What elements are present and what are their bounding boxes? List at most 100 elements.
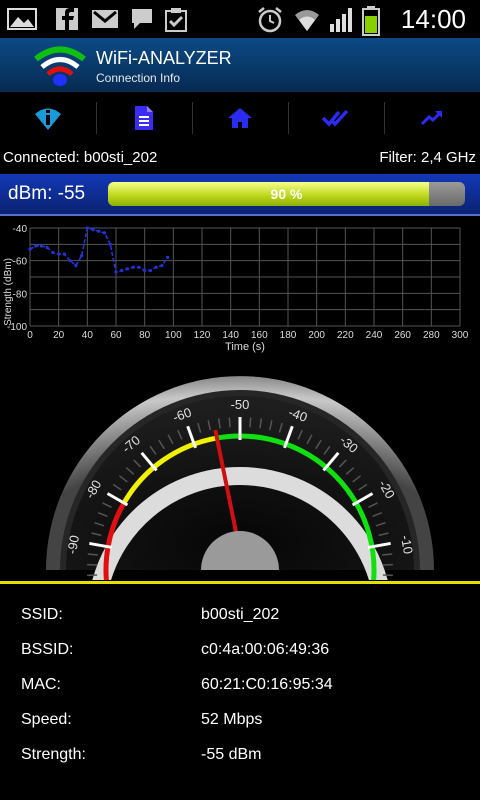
info-row-bssid: BSSID: c0:4a:00:06:49:36 bbox=[0, 641, 480, 671]
gauge-minor-tick bbox=[177, 429, 183, 440]
data-point bbox=[68, 259, 72, 263]
divider bbox=[0, 581, 480, 584]
gauge-minor-tick bbox=[87, 553, 98, 556]
x-tick-label: 220 bbox=[337, 330, 354, 341]
app-bar: WiFi-ANALYZER Connection Info bbox=[0, 38, 480, 92]
data-point bbox=[102, 231, 107, 235]
gauge-minor-tick bbox=[149, 445, 157, 455]
data-point bbox=[57, 252, 61, 256]
document-icon bbox=[135, 106, 153, 130]
x-tick-label: 100 bbox=[165, 330, 182, 341]
data-point bbox=[91, 228, 95, 232]
tab-home[interactable] bbox=[192, 92, 288, 144]
gauge-major-tick bbox=[106, 492, 129, 507]
home-icon bbox=[228, 108, 252, 128]
signal-progress: 90 % bbox=[108, 182, 465, 206]
x-tick-label: 40 bbox=[82, 330, 94, 341]
y-tick-label: -80 bbox=[13, 289, 28, 300]
gauge-major-tick bbox=[367, 541, 391, 549]
info-value: -55 dBm bbox=[201, 746, 262, 763]
tab-trend[interactable] bbox=[384, 92, 480, 144]
gauge-minor-tick bbox=[118, 475, 128, 483]
x-axis-label: Time (s) bbox=[225, 341, 265, 353]
info-key: MAC: bbox=[21, 676, 61, 693]
signal-progress-fill bbox=[108, 182, 430, 206]
clock: 14:00 bbox=[400, 4, 466, 34]
battery-icon bbox=[362, 6, 380, 36]
gauge-minor-tick bbox=[249, 417, 252, 428]
wifi-info-icon bbox=[35, 108, 61, 130]
x-tick-label: 260 bbox=[394, 330, 411, 341]
info-row-speed: Speed: 52 Mbps bbox=[0, 711, 480, 741]
gauge-minor-tick bbox=[358, 483, 368, 491]
gauge-minor-tick bbox=[375, 522, 386, 527]
gmail-icon bbox=[92, 10, 118, 28]
gauge-major-tick bbox=[322, 451, 340, 472]
tab-double-check[interactable] bbox=[288, 92, 384, 144]
y-axis-label: Strength (dBm) bbox=[3, 258, 14, 326]
gauge-minor-tick bbox=[97, 511, 108, 518]
data-point bbox=[143, 268, 147, 273]
data-point bbox=[148, 268, 152, 273]
gauge-minor-tick bbox=[228, 417, 231, 428]
app-title: WiFi-ANALYZER bbox=[96, 48, 232, 68]
gauge-minor-tick bbox=[297, 429, 303, 440]
info-value: c0:4a:00:06:49:36 bbox=[201, 641, 330, 658]
x-tick-label: 280 bbox=[423, 330, 440, 341]
signal-bar: dBm: -55 90 % bbox=[0, 174, 480, 216]
info-row-strength: Strength: -55 dBm bbox=[0, 746, 480, 776]
tab-wifi-info[interactable] bbox=[0, 92, 96, 144]
signal-percent: 90 % bbox=[270, 186, 303, 202]
x-tick-label: 60 bbox=[110, 330, 122, 341]
gauge-major-tick bbox=[351, 492, 374, 507]
filter-label[interactable]: Filter: 2,4 GHz bbox=[379, 149, 476, 166]
data-point bbox=[39, 244, 44, 248]
info-row-mac: MAC: 60:21:C0:16:95:34 bbox=[0, 676, 480, 706]
data-point bbox=[34, 244, 38, 248]
data-point bbox=[85, 226, 89, 230]
signal-icon bbox=[330, 8, 352, 32]
gauge-tick-label: -50 bbox=[231, 397, 250, 412]
x-tick-label: 240 bbox=[366, 330, 383, 341]
gauge-minor-tick bbox=[306, 434, 313, 445]
gauge-minor-tick bbox=[338, 459, 347, 468]
data-point bbox=[51, 250, 55, 255]
alarm-icon bbox=[258, 7, 282, 33]
gauge-minor-tick bbox=[217, 418, 221, 429]
gauge-minor-tick bbox=[345, 467, 355, 475]
toolbar bbox=[0, 92, 480, 144]
gauge-minor-tick bbox=[382, 553, 393, 556]
data-point bbox=[120, 268, 124, 273]
x-tick-label: 180 bbox=[280, 330, 297, 341]
wifi-icon bbox=[295, 10, 319, 31]
x-tick-label: 300 bbox=[452, 330, 469, 341]
gauge-major-tick bbox=[186, 425, 197, 449]
signal-gauge: -100-90-80-70-60-50-40-30-20-100 bbox=[46, 376, 434, 580]
gauge-minor-tick bbox=[372, 511, 383, 518]
gauge-minor-tick bbox=[94, 522, 105, 527]
gauge-minor-tick bbox=[323, 445, 331, 455]
x-tick-label: 20 bbox=[53, 330, 65, 341]
x-tick-label: 0 bbox=[27, 330, 33, 341]
x-tick-label: 200 bbox=[308, 330, 325, 341]
y-tick-label: -40 bbox=[13, 224, 28, 235]
gauge-minor-tick bbox=[197, 422, 202, 433]
data-point bbox=[160, 263, 164, 268]
status-bar: 14:00 bbox=[0, 0, 480, 38]
tab-document[interactable] bbox=[96, 92, 192, 144]
gauge-minor-tick bbox=[368, 502, 378, 508]
gauge-tick-label: -60 bbox=[171, 404, 194, 425]
info-value: 52 Mbps bbox=[201, 711, 263, 728]
gauge-minor-tick bbox=[102, 502, 112, 508]
gauge-tick-label: -90 bbox=[64, 534, 82, 555]
y-tick-label: -60 bbox=[13, 257, 28, 268]
data-point bbox=[62, 252, 66, 256]
gauge-zone bbox=[121, 435, 218, 505]
gauge-minor-tick bbox=[259, 418, 263, 429]
gauge-minor-tick bbox=[315, 439, 322, 450]
x-tick-label: 140 bbox=[222, 330, 239, 341]
data-point bbox=[131, 265, 135, 269]
data-point bbox=[108, 242, 112, 246]
gauge-minor-tick bbox=[167, 434, 174, 445]
app-subtitle: Connection Info bbox=[96, 71, 181, 85]
